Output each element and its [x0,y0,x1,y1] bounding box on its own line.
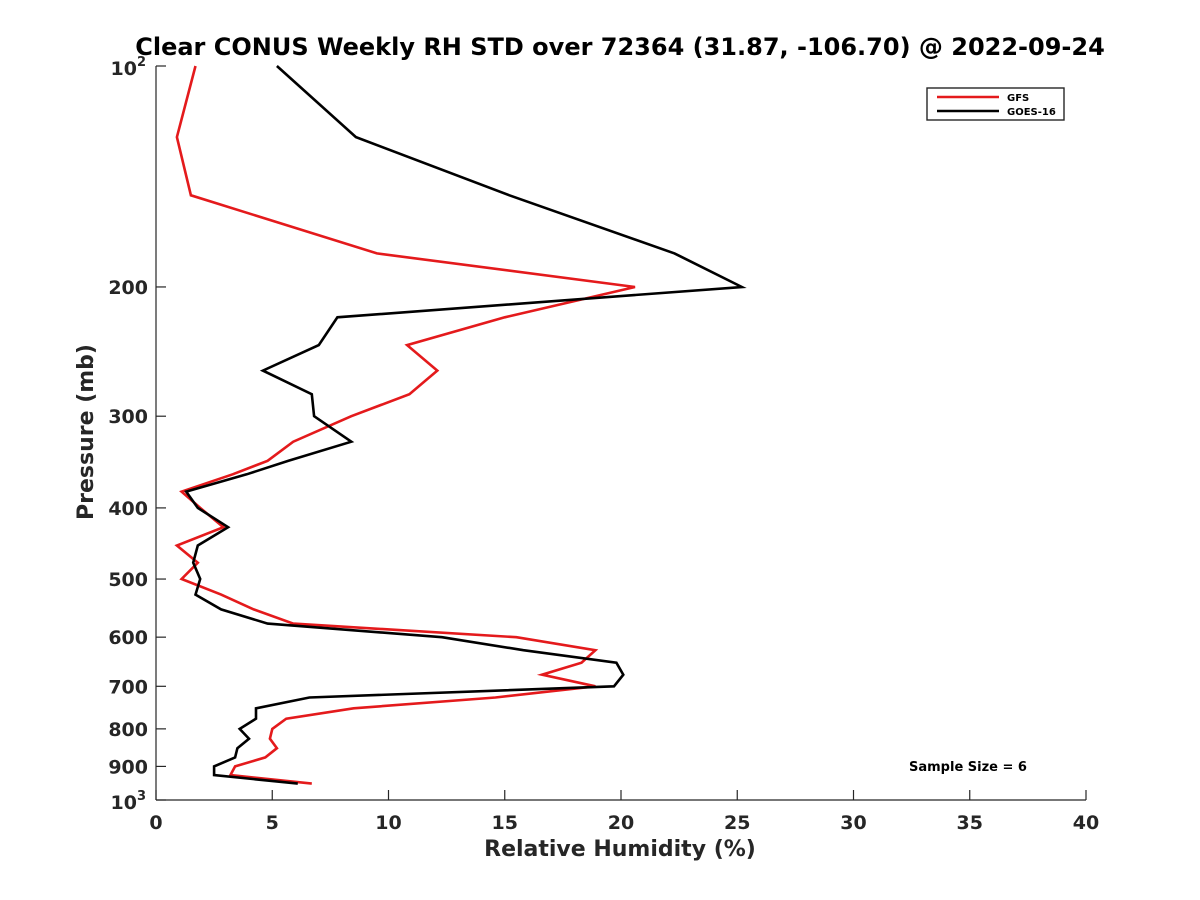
legend: GFS GOES-16 [926,87,1065,121]
y-tick-label: 500 [108,569,148,591]
y-tick-label: 300 [108,406,148,428]
y-axis-label: Pressure (mb) [74,344,99,520]
y-tick-base: 10 [111,58,137,80]
y-tick-label: 103 [111,789,147,814]
axes-layer: 0 5 10 15 20 25 30 35 40102200300400500600700800… [108,55,1099,834]
series-line-goes-16 [184,65,747,785]
x-tick-label: 0 [149,812,162,834]
x-axis-label: Relative Humidity (%) [484,837,756,862]
x-tick-label: 5 [266,812,279,834]
sample-size-annotation: Sample Size = 6 [909,760,1027,775]
x-tick-label: 30 [840,812,866,834]
y-tick-label: 800 [108,719,148,741]
y-tick-label: 400 [108,498,148,520]
x-tick-label: 35 [957,812,983,834]
series-layer [174,65,747,785]
y-tick-exponent: 2 [137,55,146,70]
chart-title: Clear CONUS Weekly RH STD over 72364 (31… [135,33,1105,61]
y-tick-exponent: 3 [137,789,146,804]
y-tick-label: 700 [108,676,148,698]
legend-box [926,87,1065,121]
x-tick-label: 20 [608,812,634,834]
legend-entry-label: GOES-16 [1007,107,1056,118]
y-tick-base: 10 [111,792,137,814]
y-tick-label: 900 [108,756,148,778]
x-tick-label: 10 [375,812,401,834]
y-tick-label: 200 [108,277,148,299]
legend-entry-label: GFS [1007,93,1029,104]
y-tick-label: 102 [111,55,147,80]
x-tick-label: 25 [724,812,750,834]
x-tick-label: 40 [1073,812,1099,834]
y-tick-label: 600 [108,627,148,649]
series-line-gfs [174,65,636,785]
x-tick-label: 15 [492,812,518,834]
